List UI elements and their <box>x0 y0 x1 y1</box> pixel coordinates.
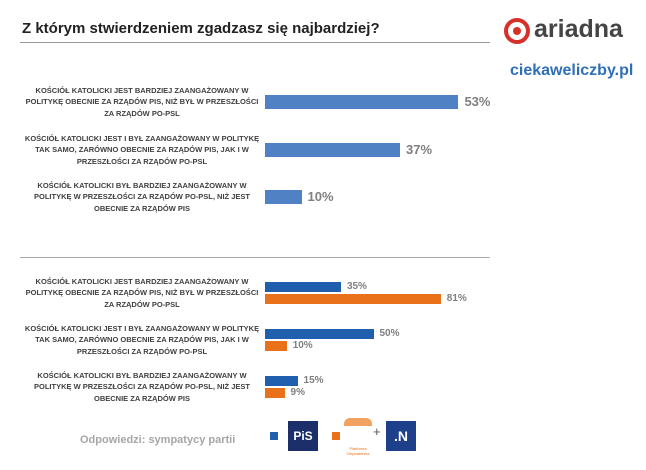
legend-swatch <box>270 432 278 440</box>
value-label: 15% <box>303 375 324 386</box>
legend-label: .N <box>386 421 416 451</box>
bar <box>265 294 441 304</box>
site: ciekaweliczby.pl <box>510 62 634 79</box>
value-label: 10% <box>292 340 313 351</box>
legend-extra: Platforma Obywatelska <box>344 418 372 456</box>
legend-extra: + <box>373 424 381 439</box>
bar <box>265 95 459 109</box>
bar <box>265 388 285 398</box>
category-label: KOŚCIÓŁ KATOLICKI JEST BARDZIEJ ZAANGAŻO… <box>25 276 259 309</box>
value-label: 37% <box>406 142 433 158</box>
bar <box>265 282 341 292</box>
bar <box>265 143 401 157</box>
category-label: KOŚCIÓŁ KATOLICKI BYŁ BARDZIEJ ZAANGAŻOW… <box>34 180 250 213</box>
value-label: 50% <box>379 328 400 339</box>
title-rule <box>20 42 490 43</box>
bar <box>265 190 302 204</box>
value-label: 81% <box>446 293 467 304</box>
value-label: 10% <box>307 189 334 205</box>
title: Z którym stwierdzeniem zgadzasz się najb… <box>22 20 380 37</box>
legend-title: Odpowiedzi: sympatycy partii <box>80 434 236 446</box>
separator <box>20 257 490 258</box>
brand-icon <box>504 18 530 44</box>
brand: ariadna <box>534 15 623 43</box>
bar <box>265 376 298 386</box>
category-label: KOŚCIÓŁ KATOLICKI JEST BARDZIEJ ZAANGAŻO… <box>25 85 259 118</box>
bar <box>265 329 374 339</box>
category-label: KOŚCIÓŁ KATOLICKI BYŁ BARDZIEJ ZAANGAŻOW… <box>34 370 250 403</box>
category-label: KOŚCIÓŁ KATOLICKI JEST I BYŁ ZAANGAŻOWAN… <box>24 323 260 356</box>
category-label: KOŚCIÓŁ KATOLICKI JEST I BYŁ ZAANGAŻOWAN… <box>24 133 260 166</box>
value-label: 35% <box>346 281 367 292</box>
legend-swatch <box>332 432 340 440</box>
legend-label: PiS <box>288 421 318 451</box>
bar <box>265 341 287 351</box>
value-label: 9% <box>290 387 305 398</box>
value-label: 53% <box>464 94 491 110</box>
